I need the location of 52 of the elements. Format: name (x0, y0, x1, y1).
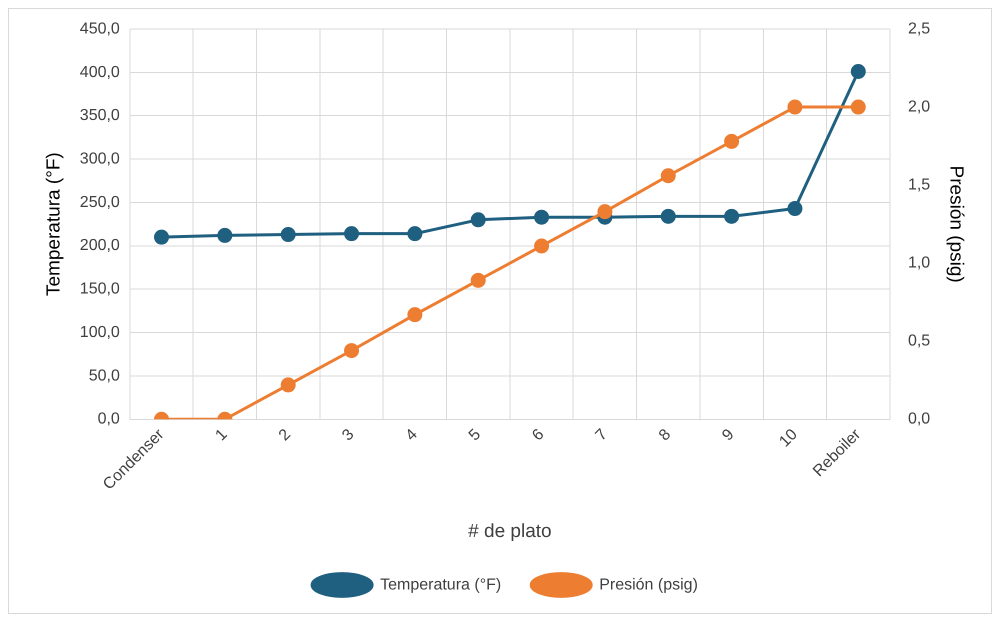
x-tick-label: 6 (529, 426, 548, 444)
y-tick-label: 250,0 (80, 194, 120, 211)
point (217, 228, 232, 243)
y2-tick-label: 0,5 (908, 332, 930, 350)
point (470, 272, 486, 288)
point (407, 226, 422, 242)
x-tick-label: 7 (592, 426, 611, 444)
y-tick-label: 0,0 (98, 410, 120, 428)
point (154, 230, 170, 245)
y2-tick-label: 2,5 (908, 20, 930, 38)
y-tick-label: 50,0 (88, 367, 120, 384)
point (344, 226, 360, 242)
legend-label: Temperatura (°F) (380, 576, 502, 594)
x-tick-label: 1 (212, 426, 231, 444)
y2-tick-label: 1,5 (908, 176, 930, 194)
y2-tick-label: 2,0 (908, 98, 930, 116)
point (407, 307, 422, 322)
point (724, 208, 740, 224)
y-tick-label: 300,0 (80, 150, 120, 168)
point (344, 343, 360, 358)
x-tick-label: 9 (719, 426, 738, 444)
y2-axis-title: Presión (psig) (945, 166, 966, 283)
x-tick-label: 3 (339, 426, 358, 444)
point (660, 168, 676, 184)
y-tick-label: 350,0 (80, 107, 120, 124)
point (660, 208, 676, 224)
x-tick-label: 5 (466, 426, 484, 444)
point (850, 64, 866, 79)
y-tick-label: 200,0 (80, 237, 120, 254)
legend-label: Presión (psig) (599, 576, 698, 594)
x-tick-label: 8 (656, 426, 674, 444)
x-tick-label: 4 (402, 426, 421, 444)
y-tick-label: 150,0 (80, 280, 120, 298)
x-axis-title: # de plato (468, 520, 552, 542)
point (534, 210, 550, 225)
point (597, 204, 612, 220)
y2-tick-label: 0,0 (908, 410, 930, 428)
x-tick-label: 10 (776, 426, 801, 451)
y-tick-label: 450,0 (80, 20, 120, 38)
y2-tick-label: 1,0 (908, 254, 930, 272)
y-tick-label: 100,0 (80, 324, 120, 341)
point (787, 201, 802, 216)
y-tick-label: 400,0 (80, 64, 120, 81)
point (280, 227, 296, 242)
point (470, 212, 486, 228)
point (534, 238, 550, 254)
point (850, 100, 866, 115)
y-axis-title: Temperatura (°F) (44, 152, 65, 296)
point (724, 134, 740, 149)
point (787, 100, 802, 115)
point (280, 377, 296, 392)
x-tick-label: 2 (276, 426, 294, 444)
